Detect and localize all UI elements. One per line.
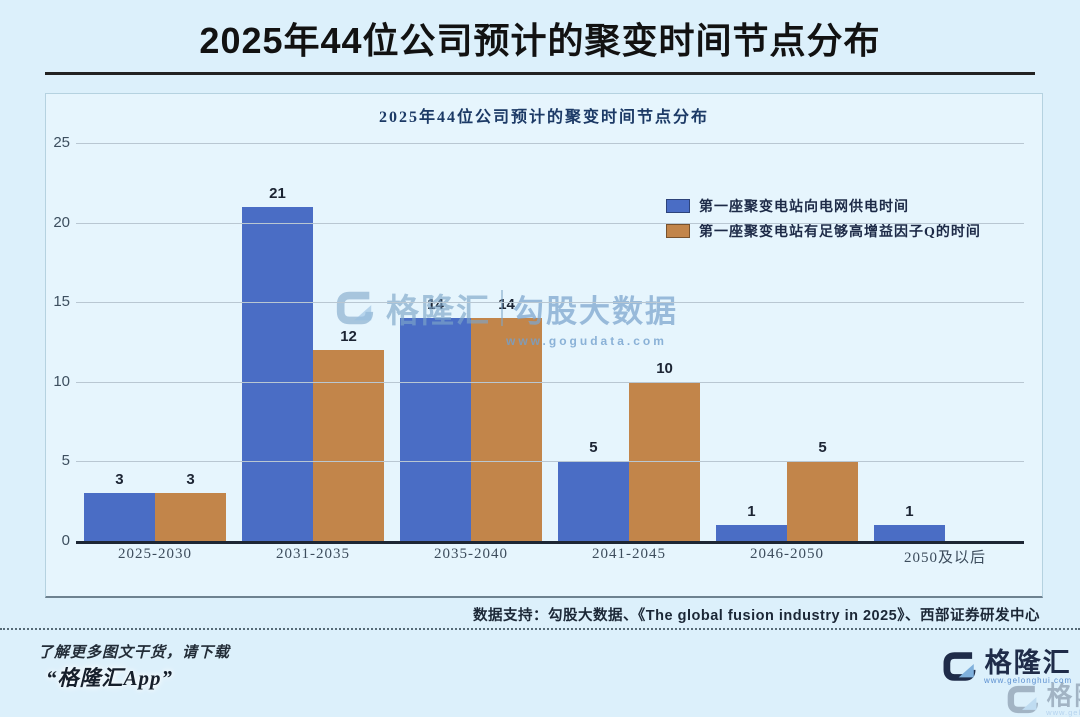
footer-promo-line2: “格隆汇App” [46, 666, 174, 690]
x-axis-labels: 2025-2030 2031-2035 2035-2040 2041-2045 2046… [76, 546, 1024, 567]
bar-value-label: 5 [818, 439, 827, 457]
bar: 21 [241, 185, 313, 541]
y-tick-label: 0 [61, 532, 70, 549]
brand-text-wrap: 格隆汇 www.gelonghui.com [984, 648, 1072, 685]
y-tick-label: 15 [53, 293, 70, 311]
gridline-y10 [76, 381, 1024, 383]
bar-value-label: 1 [747, 503, 756, 521]
x-tick-label: 2035-2040 [434, 546, 508, 562]
legend-label: 第一座聚变电站向电网供电时间 [699, 199, 909, 215]
bar: 1 [715, 503, 787, 541]
x-tick-label: 2041-2045 [592, 546, 666, 562]
bar: 3 [155, 471, 227, 541]
brand-logo: 格隆汇 www.gelonghui.com [941, 648, 1072, 685]
bar: 1 [873, 503, 945, 541]
gelonghui-logo-icon [943, 652, 976, 681]
bar-group-2031-2035: 21 12 [234, 143, 392, 541]
source-note: 数据支持：勾股大数据、《The global fusion industry i… [473, 608, 1040, 624]
bar-value-label: 3 [115, 471, 124, 489]
legend: 第一座聚变电站向电网供电时间第一座聚变电站有足够高增益因子Q的时间 [666, 196, 981, 240]
bar-group-2035-2040: 14 14 [392, 143, 550, 541]
title-divider [45, 72, 1035, 75]
legend-swatch [666, 198, 690, 213]
gelonghui-logo-icon [1007, 685, 1039, 714]
bar: 12 [313, 328, 385, 541]
brand-watermark: 格隆汇 www.gelonghui.com [1005, 682, 1080, 717]
gridline-y20 [76, 222, 1024, 224]
legend-label: 第一座聚变电站有足够高增益因子Q的时间 [699, 224, 981, 240]
dotted-separator [0, 628, 1080, 630]
page-title: 2025年44位公司预计的聚变时间节点分布 [199, 20, 881, 61]
gridline-y5 [76, 461, 1024, 463]
chart-title: 2025年44位公司预计的聚变时间节点分布 [378, 109, 709, 126]
bar-value-label: 12 [340, 327, 357, 345]
legend-swatch [666, 223, 690, 238]
bar: 3 [83, 471, 155, 541]
x-tick-label: 2050及以后 [903, 550, 986, 566]
bar-value-label: 5 [589, 439, 598, 457]
brand-name: 格隆汇 [984, 648, 1072, 678]
brand-name: 格隆汇 [1046, 681, 1080, 711]
bar: 5 [557, 439, 629, 541]
y-tick-label: 25 [53, 134, 70, 151]
bar: 5 [787, 439, 859, 541]
bar-value-label: 14 [427, 296, 444, 314]
legend-item: 第一座聚变电站向电网供电时间 [666, 196, 981, 215]
bar-value-label: 14 [498, 296, 515, 314]
brand-url: www.gelonghui.com [1046, 708, 1080, 717]
y-tick-label: 20 [53, 213, 70, 231]
x-tick-label: 2031-2035 [276, 546, 350, 562]
gridline-y25 [76, 143, 1024, 144]
bar-value-label: 3 [186, 471, 195, 489]
y-tick-label: 5 [61, 452, 70, 470]
brand-url: www.gelonghui.com [984, 676, 1073, 685]
bar-group-2050及以后: 1 [866, 143, 1024, 541]
bar-value-label: 10 [656, 359, 673, 377]
legend-item: 第一座聚变电站有足够高增益因子Q的时间 [666, 221, 981, 240]
bar: 14 [471, 296, 543, 541]
bar-value-label: 1 [905, 503, 914, 521]
x-tick-label: 2025-2030 [118, 546, 192, 562]
bar: 14 [399, 296, 471, 541]
y-tick-label: 10 [53, 372, 70, 390]
footer-promo-line1: 了解更多图文干货，请下载 [38, 645, 231, 661]
brand-text-wrap: 格隆汇 www.gelonghui.com [1046, 682, 1080, 717]
x-tick-label: 2046-2050 [750, 546, 824, 562]
gridline-y15 [76, 302, 1024, 304]
bar-value-label: 21 [269, 184, 286, 202]
chart-panel: 2025年44位公司预计的聚变时间节点分布 3 3 21 12 14 14 5 10 1 5 1 2… [45, 93, 1043, 598]
